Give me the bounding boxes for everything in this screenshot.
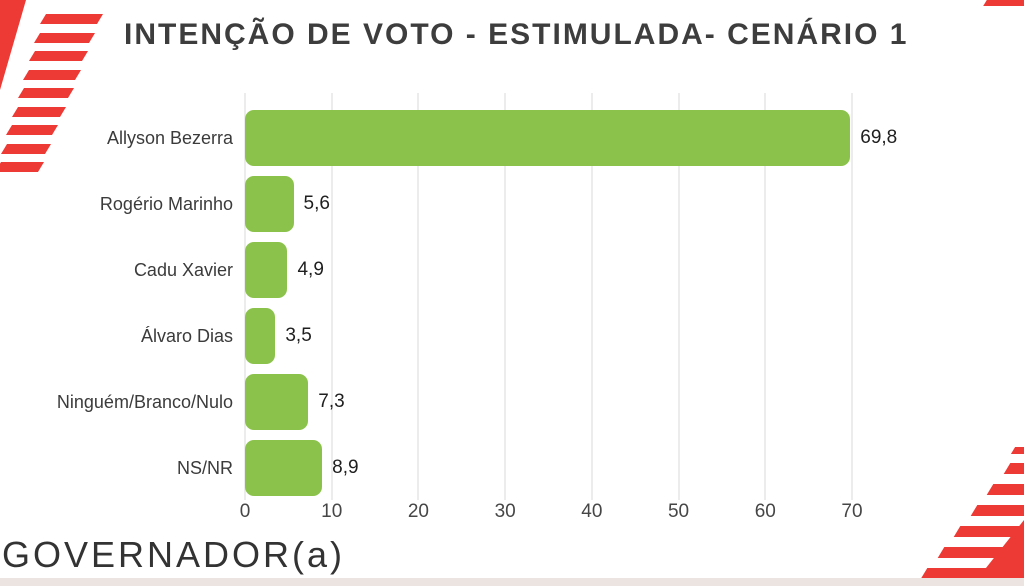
gridline: [417, 93, 420, 500]
gridline: [851, 93, 853, 500]
value-label: 4,9: [297, 259, 324, 280]
category-label: NS/NR: [176, 458, 233, 478]
x-tick-label: 0: [239, 501, 251, 522]
chart-title: INTENÇÃO DE VOTO - ESTIMULADA- CENÁRIO 1: [124, 18, 909, 51]
gridline: [590, 93, 593, 500]
x-tick-label: 20: [407, 501, 429, 522]
gridline: [244, 93, 246, 500]
gridline: [330, 93, 333, 500]
value-label: 69,8: [860, 127, 898, 148]
gridline: [677, 93, 680, 500]
category-label: Álvaro Dias: [140, 326, 233, 346]
gridline: [764, 93, 767, 500]
value-label: 7,3: [318, 391, 345, 412]
bar: [245, 176, 294, 232]
bottom-edge-strip: [0, 578, 1024, 586]
bar: [245, 440, 323, 496]
bar: [245, 242, 288, 298]
value-label: 5,6: [303, 193, 330, 214]
x-tick-label: 50: [667, 501, 690, 522]
office-label: GOVERNADOR(a): [2, 534, 346, 575]
x-tick-label: 10: [321, 501, 343, 522]
category-label: Ninguém/Branco/Nulo: [56, 392, 233, 412]
bar: [245, 308, 276, 364]
bar: [245, 110, 851, 166]
category-label: Cadu Xavier: [133, 260, 233, 280]
value-label: 3,5: [285, 325, 312, 346]
x-tick-label: 70: [841, 501, 863, 522]
category-label: Allyson Bezerra: [106, 128, 233, 148]
x-tick-label: 60: [754, 501, 776, 522]
x-tick-label: 40: [581, 501, 603, 522]
value-label: 8,9: [332, 457, 359, 478]
gridline: [504, 93, 507, 500]
category-label: Rogério Marinho: [99, 194, 233, 214]
x-tick-label: 30: [494, 501, 516, 522]
bar: [245, 374, 309, 430]
